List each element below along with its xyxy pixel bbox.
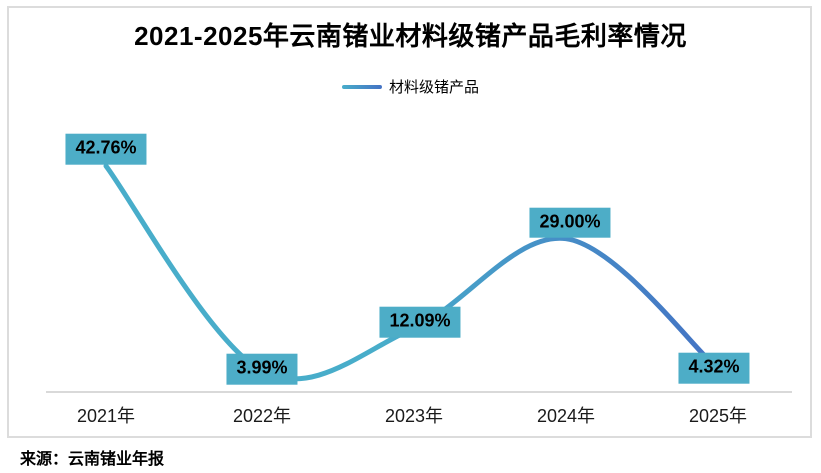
source-note: 来源：云南锗业年报	[20, 451, 165, 468]
legend-series-label: 材料级锗产品	[388, 79, 479, 96]
data-label: 12.09%	[379, 306, 461, 338]
x-axis-label: 2023年	[384, 406, 444, 426]
x-axis-label: 2021年	[76, 406, 136, 426]
legend-line-marker-icon	[341, 84, 382, 89]
legend: 材料级锗产品	[0, 76, 821, 97]
x-axis-label: 2022年	[232, 406, 292, 426]
series-line	[103, 163, 721, 382]
data-label: 4.32%	[678, 352, 750, 384]
data-label: 3.99%	[226, 353, 298, 385]
data-label: 42.76%	[65, 133, 147, 165]
x-axis-label: 2024年	[536, 406, 596, 426]
chart-title: 2021-2025年云南锗业材料级锗产品毛利率情况	[134, 21, 687, 51]
x-axis-label: 2025年	[688, 406, 748, 426]
data-label: 29.00%	[529, 207, 611, 239]
